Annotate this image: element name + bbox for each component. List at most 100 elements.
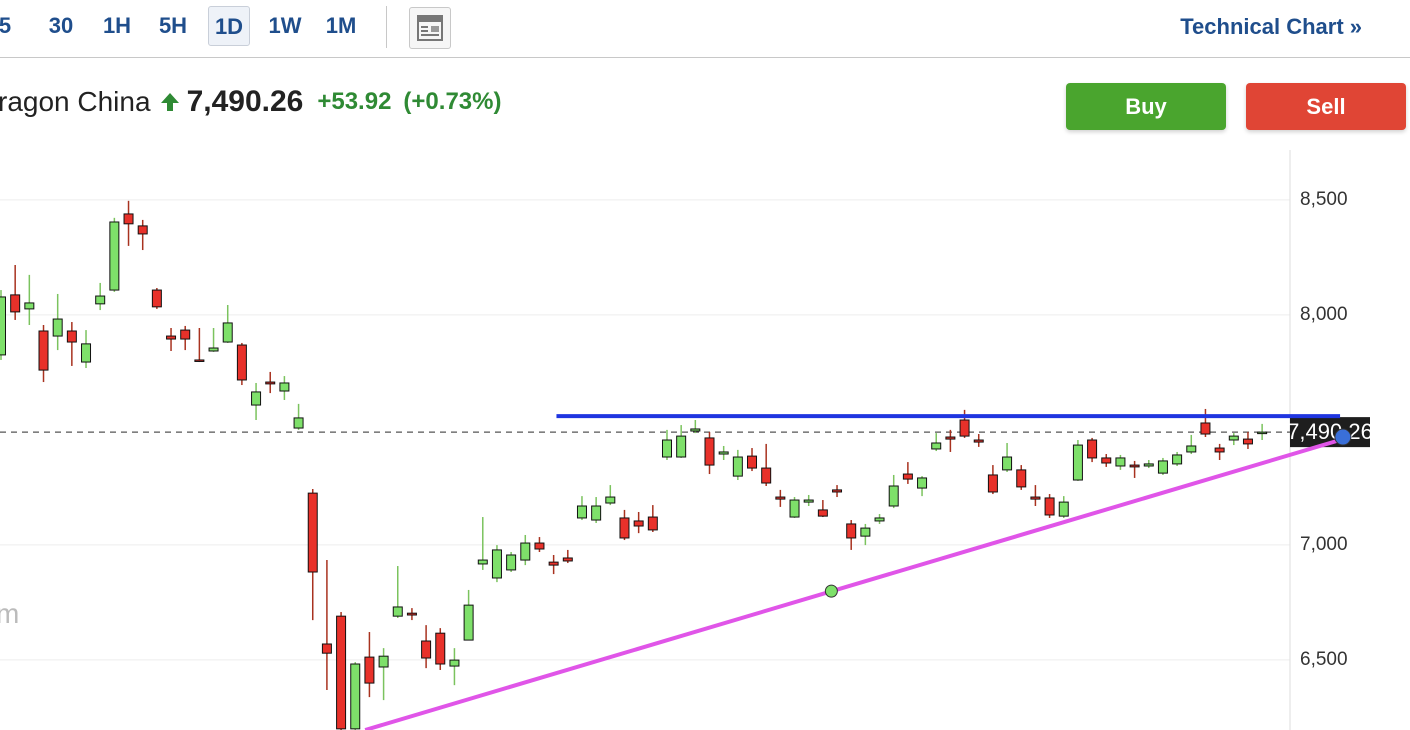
candle-body <box>180 329 191 340</box>
candle-body <box>293 417 304 429</box>
candle-body <box>789 499 800 518</box>
candle-body <box>1214 447 1225 453</box>
candle-body <box>1228 435 1239 441</box>
anchor-marker <box>1334 428 1352 446</box>
interval-button[interactable]: 1H <box>102 13 132 38</box>
candle-body <box>392 606 403 617</box>
candle-body <box>775 496 786 500</box>
candle-body <box>364 656 375 684</box>
candle-body <box>1200 422 1211 435</box>
interval-button[interactable]: 1M <box>325 13 357 38</box>
toolbar: 5 30 1H 5H 1D 1W 1M Technical Chart » <box>0 0 1410 58</box>
candle-body <box>832 489 843 493</box>
candle-body <box>902 473 913 480</box>
candle-body <box>562 557 573 562</box>
candle-body <box>194 359 205 362</box>
candle-body <box>1129 464 1140 468</box>
candle-body <box>52 318 63 337</box>
candle-body <box>166 335 177 340</box>
candle-body <box>1044 497 1055 516</box>
candle-body <box>1058 501 1069 517</box>
interval-button[interactable]: 5 <box>0 13 12 38</box>
candle-body <box>718 451 729 455</box>
last-price: 7,490.26 <box>186 85 304 118</box>
y-tick-label: 8,000 <box>1300 304 1348 325</box>
candle-body <box>704 437 715 466</box>
candle-body <box>251 391 262 406</box>
interval-button[interactable]: 1D <box>208 6 250 46</box>
candle-body <box>860 527 871 537</box>
candle-body <box>95 295 106 305</box>
candle-body <box>1002 456 1013 471</box>
candle-body <box>0 296 6 356</box>
candle-body <box>449 659 460 667</box>
candle-body <box>1030 496 1041 500</box>
candle-body <box>945 436 956 440</box>
interval-button[interactable]: 30 <box>48 13 74 38</box>
candle-body <box>506 554 517 571</box>
candle-body <box>732 456 743 477</box>
up-arrow <box>160 93 179 111</box>
separator <box>386 6 387 48</box>
candle-body <box>917 477 928 489</box>
buy-button[interactable]: Buy <box>1066 83 1226 130</box>
candle-body <box>1143 463 1154 467</box>
percent-change: (+0.73%) <box>403 88 502 115</box>
anchor-marker <box>824 584 838 598</box>
layout-icon[interactable] <box>409 7 451 49</box>
candle-body <box>973 439 984 443</box>
candle-body <box>987 474 998 493</box>
candle-body <box>605 496 616 504</box>
candle-body <box>279 382 290 392</box>
candle-body <box>137 225 148 235</box>
watermark: m <box>0 598 20 629</box>
candle-body <box>576 505 587 519</box>
candle-body <box>109 221 120 291</box>
candle-body <box>661 439 672 458</box>
candle-body <box>534 542 545 550</box>
candle-body <box>803 499 814 503</box>
candle-body <box>236 344 247 381</box>
candle-body <box>1087 439 1098 459</box>
candle-body <box>265 381 276 385</box>
candle-body <box>959 419 970 437</box>
candle-body <box>491 549 502 579</box>
icon-graphic <box>417 15 443 41</box>
candle-body <box>10 294 21 313</box>
candle-body <box>747 455 758 469</box>
candle-body <box>208 347 219 352</box>
candle-body <box>350 663 361 730</box>
instrument-name: ragon China <box>0 86 151 117</box>
candle-body <box>307 492 318 573</box>
interval-button[interactable]: 1W <box>268 13 302 38</box>
sell-button[interactable]: Sell <box>1246 83 1406 130</box>
candle-body <box>874 517 885 522</box>
candle-body <box>1016 469 1027 488</box>
candle-body <box>421 640 432 659</box>
candle-body <box>690 428 701 432</box>
candle-body <box>463 604 474 641</box>
y-tick-label: 7,000 <box>1300 534 1348 555</box>
y-tick-label: 8,500 <box>1300 189 1348 210</box>
candle-body <box>1186 445 1197 453</box>
candle-body <box>321 643 332 654</box>
candle-body <box>888 485 899 507</box>
candle-body <box>676 435 687 458</box>
candle-body <box>66 330 77 343</box>
candle-body <box>123 213 134 225</box>
candle-body <box>378 655 389 668</box>
interval-bar: 5 30 1H 5H 1D 1W 1M <box>0 6 362 46</box>
quote-row: ragon China 7,490.26 +53.92 (+0.73%) <box>0 82 513 122</box>
candle-body <box>931 442 942 450</box>
price-change: +53.92 <box>317 88 392 115</box>
candle-body <box>38 330 49 371</box>
candle-body <box>406 612 417 616</box>
candle-body <box>817 509 828 517</box>
interval-button[interactable]: 5H <box>158 13 188 38</box>
technical-chart-link[interactable]: Technical Chart » <box>1180 14 1362 39</box>
candle-body <box>336 615 347 730</box>
candle-body <box>1242 438 1253 445</box>
y-tick-label: 6,500 <box>1300 649 1348 670</box>
